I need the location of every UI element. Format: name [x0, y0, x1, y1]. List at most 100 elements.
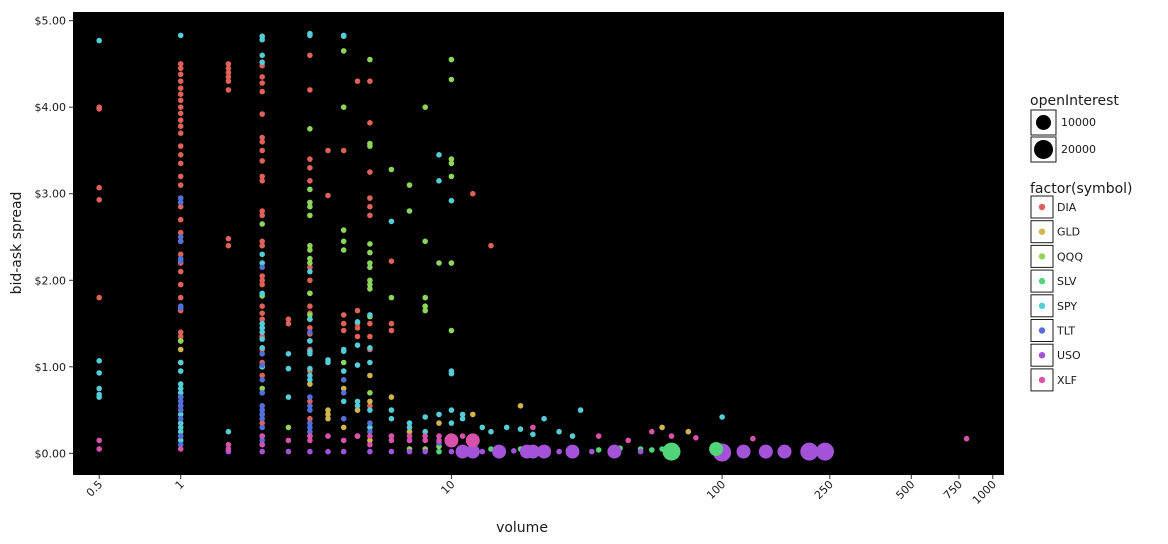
plot-panel: [73, 12, 1004, 475]
y-tick-label: $4.00: [35, 101, 67, 114]
point-uso-15: [511, 448, 517, 454]
point-dia-54: [259, 178, 266, 184]
point-qqq-53: [448, 260, 455, 266]
point-qqq-30: [367, 249, 373, 256]
size-legend-label: 20000: [1061, 143, 1096, 156]
point-spy-22: [259, 52, 266, 59]
point-xlf-21: [436, 433, 442, 439]
point-uso-5: [340, 448, 347, 455]
point-qqq-44: [422, 294, 429, 301]
point-dia-92: [325, 192, 331, 199]
size-legend: openInterest 10000 20000: [1030, 93, 1119, 163]
point-tlt-1: [177, 199, 184, 206]
point-gld-1: [177, 346, 184, 353]
point-spy-85: [530, 431, 536, 438]
point-dia-7: [177, 71, 184, 78]
point-spy-38: [307, 268, 313, 275]
point-spy-65: [388, 407, 395, 413]
large-point-uso-11: [777, 444, 792, 459]
y-axis-title: bid-ask spread: [9, 192, 25, 295]
point-spy-79: [459, 411, 466, 418]
point-qqq-32: [367, 264, 373, 271]
point-qqq-35: [367, 286, 373, 292]
point-xlf-0: [96, 437, 102, 444]
point-spy-34: [285, 365, 292, 372]
large-point-uso-2: [492, 444, 507, 459]
point-qqq-7: [307, 126, 313, 132]
point-dia-10: [177, 91, 184, 97]
size-legend-swatch: [1036, 115, 1051, 130]
point-dia-109: [367, 333, 373, 340]
point-qqq-10: [307, 203, 313, 210]
point-spy-18: [177, 437, 184, 444]
point-spy-53: [340, 398, 347, 405]
point-gld-2: [307, 381, 313, 387]
point-spy-21: [259, 36, 266, 43]
point-xlf-14: [367, 441, 373, 448]
point-spy-68: [406, 424, 413, 431]
point-xlf-12: [354, 433, 361, 439]
point-xlf-19: [422, 433, 429, 439]
x-tick-label: 500: [893, 478, 917, 502]
color-legend-label: GLD: [1057, 226, 1080, 239]
color-legend-label: QQQ: [1057, 250, 1083, 263]
point-tlt-10: [177, 403, 184, 409]
color-legend-label: SLV: [1057, 275, 1077, 288]
point-qqq-47: [436, 260, 442, 266]
point-gld-9: [354, 407, 361, 413]
point-dia-29: [177, 268, 184, 275]
point-tlt-19: [259, 390, 266, 396]
point-xlf-17: [406, 433, 413, 439]
point-xlf-4: [225, 446, 232, 452]
point-dia-93: [340, 147, 347, 154]
point-gld-19: [659, 424, 665, 431]
point-dia-69: [259, 372, 266, 379]
point-spy-86: [541, 415, 547, 422]
size-legend-swatch: [1034, 140, 1053, 159]
point-dia-74: [285, 320, 292, 327]
point-uso-8: [406, 448, 413, 455]
point-dia-52: [259, 158, 266, 164]
point-dia-20: [177, 173, 184, 180]
point-spy-44: [307, 372, 313, 379]
point-spy-60: [367, 345, 373, 351]
point-spy-28: [259, 325, 266, 331]
point-dia-21: [177, 182, 184, 188]
point-spy-84: [517, 426, 524, 432]
point-spy-87: [556, 428, 562, 435]
point-xlf-6: [259, 433, 266, 439]
point-dia-13: [177, 110, 184, 117]
point-dia-78: [307, 165, 313, 171]
point-dia-63: [259, 310, 266, 317]
point-tlt-12: [177, 415, 184, 422]
point-spy-54: [354, 319, 361, 325]
point-spy-37: [307, 32, 313, 39]
size-legend-label: 10000: [1061, 116, 1096, 129]
point-tlt-0: [177, 195, 184, 201]
point-dia-55: [259, 208, 266, 214]
point-tlt-30: [307, 403, 313, 409]
point-xlf-16: [388, 437, 395, 444]
color-legend-swatch-gld: [1038, 228, 1046, 235]
point-dia-23: [177, 203, 184, 210]
point-xlf-7: [285, 437, 292, 444]
point-gld-5: [325, 407, 331, 413]
point-dia-41: [225, 87, 232, 93]
point-qqq-9: [307, 199, 313, 206]
point-xlf-33: [750, 435, 756, 442]
point-qqq-13: [307, 247, 313, 253]
point-spy-16: [177, 424, 184, 431]
x-tick-label: 10: [438, 478, 457, 497]
point-uso-23: [637, 448, 644, 455]
point-dia-33: [177, 329, 184, 336]
color-legend-title: factor(symbol): [1030, 181, 1133, 197]
point-dia-40: [225, 78, 232, 84]
point-spy-67: [406, 420, 413, 426]
point-spy-42: [307, 351, 313, 357]
point-dia-94: [340, 312, 347, 318]
point-qqq-6: [285, 424, 292, 431]
point-tlt-39: [367, 428, 373, 435]
point-qqq-29: [367, 241, 373, 247]
point-uso-9: [422, 448, 429, 455]
large-point-uso-13: [816, 442, 834, 461]
